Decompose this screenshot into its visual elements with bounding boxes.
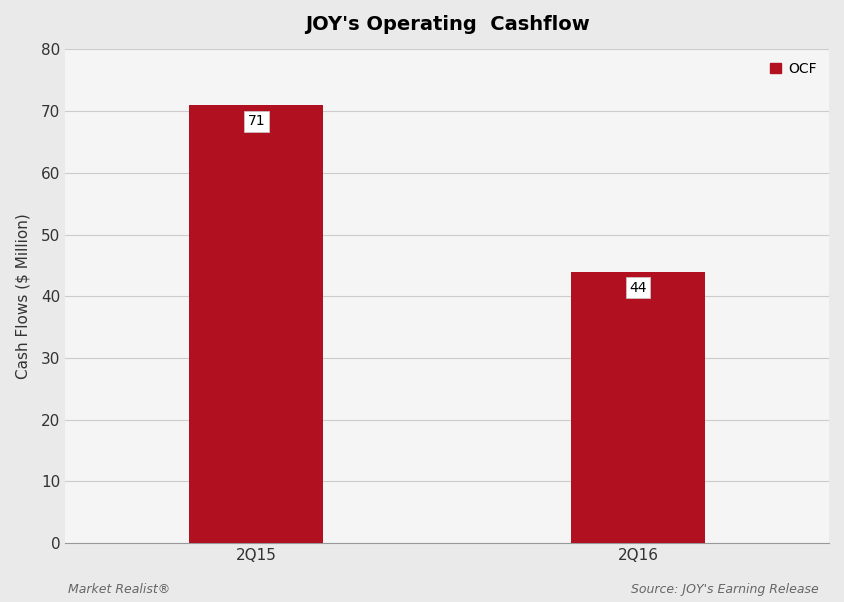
Text: Source: JOY's Earning Release: Source: JOY's Earning Release bbox=[631, 583, 819, 596]
Title: JOY's Operating  Cashflow: JOY's Operating Cashflow bbox=[305, 15, 590, 34]
Text: 44: 44 bbox=[630, 281, 647, 295]
Legend: OCF: OCF bbox=[765, 57, 822, 81]
Y-axis label: Cash Flows ($ Million): Cash Flows ($ Million) bbox=[15, 213, 30, 379]
Text: Market Realist®: Market Realist® bbox=[68, 583, 170, 596]
Text: 71: 71 bbox=[247, 114, 265, 128]
Bar bbox=[189, 105, 323, 543]
Bar bbox=[571, 272, 705, 543]
